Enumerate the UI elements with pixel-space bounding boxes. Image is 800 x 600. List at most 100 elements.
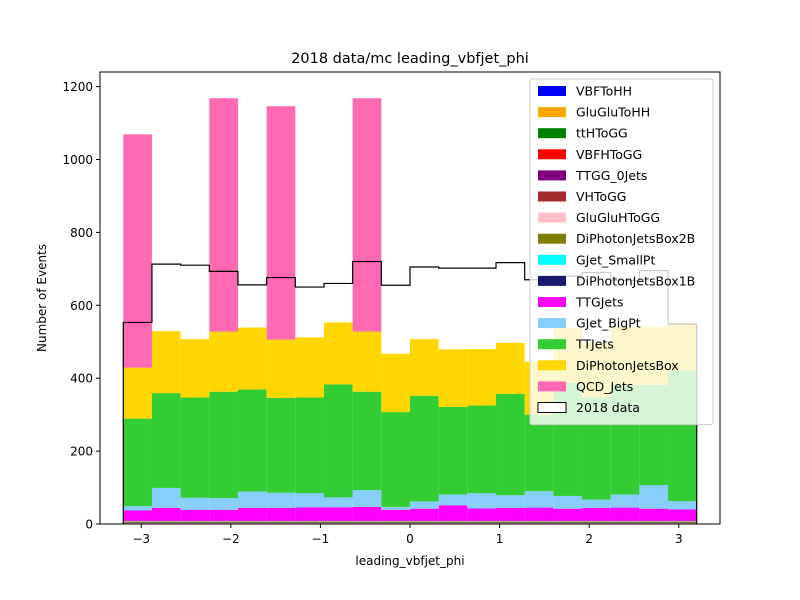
legend-swatch-VHToGG [538,191,566,202]
bar-TTGJets-bin-12 [467,508,497,521]
bar-TTGJets-bin-3 [209,509,238,521]
x-axis: −3 −2 −1 0 1 2 3 [132,524,683,546]
bar-GJet_BigPt-bin-16 [582,499,611,508]
bar-TTGJets-bin-16 [582,507,611,521]
legend-swatch-VBFHToGG [538,149,566,160]
legend-label-ttHToGG: ttHToGG [576,126,628,141]
bar-GJet_BigPt-bin-15 [553,495,583,509]
bar-TTJets-bin-9 [381,412,410,507]
x-axis-label: leading_vbfjet_phi [355,554,464,568]
legend-label-DiPhotonJetsBox2B: DiPhotonJetsBox2B [576,231,695,246]
bar-TTGJets-bin-18 [639,508,669,521]
x-tick-label: −1 [312,532,330,546]
legend-swatch-QCD_Jets [538,381,566,392]
x-tick-label: 3 [675,532,683,546]
y-tick-label: 800 [70,226,93,240]
legend: VBFToHH GluGluToHH ttHToGG VBFHToGG TTGG_0Je… [529,78,714,426]
legend-label-QCD_Jets: QCD_Jets [576,379,633,394]
bar-TTGJets-bin-6 [295,507,324,521]
bar-TTJets-bin-4 [237,389,267,492]
legend-label-DiPhotonJetsBox1B: DiPhotonJetsBox1B [576,273,695,288]
bar-TTJets-bin-12 [467,405,497,494]
bar-TTJets-bin-6 [295,397,324,494]
bar-TTJets-bin-7 [323,384,353,498]
y-tick-label: 200 [70,445,93,459]
bar-DiPhotonJetsBox-bin-8 [352,331,382,392]
bar-QCD_Jets-bin-5 [266,106,296,340]
bar-DiPhotonJetsBox-bin-13 [496,342,525,394]
bar-GJet_BigPt-bin-18 [639,484,669,509]
bar-TTGJets-bin-14 [524,507,554,521]
y-tick-label: 400 [70,372,93,386]
bar-TTJets-bin-13 [496,393,525,496]
bar-GJet_BigPt-bin-3 [209,498,238,510]
bar-TTGJets-bin-9 [381,509,410,521]
legend-label-TTGG_0Jets: TTGG_0Jets [575,168,647,183]
bar-TTJets-bin-2 [180,397,210,498]
legend-swatch-TTGJets [538,297,566,307]
bar-TTJets-bin-3 [209,391,238,499]
legend-label-2018 data: 2018 data [576,400,640,415]
bar-TTJets-bin-11 [438,406,468,495]
bar-QCD_Jets-bin-8 [352,98,382,332]
bar-QCD_Jets-bin-3 [209,98,238,332]
bar-TTGJets-bin-4 [237,507,267,521]
y-tick-label: 1000 [62,153,93,167]
bar-TTJets-bin-0 [123,418,152,507]
x-tick-label: 0 [406,532,414,546]
bar-TTGJets-bin-11 [438,505,468,521]
legend-swatch-GluGluToHH [538,107,566,118]
x-tick-label: 2 [585,532,593,546]
y-axis-label: Number of Events [35,244,49,352]
bar-TTJets-bin-8 [352,391,382,491]
x-tick-label: 1 [496,532,504,546]
legend-swatch-TTGG_0Jets [538,170,566,181]
legend-box [529,78,714,426]
bar-DiPhotonJetsBox-bin-6 [295,337,324,398]
bar-TTGJets-bin-13 [496,507,525,521]
y-tick-label: 600 [70,299,93,313]
bar-DiPhotonJetsBox-bin-0 [123,367,152,419]
bar-TTJets-bin-5 [266,397,296,493]
legend-swatch-GluGluHToGG [538,212,566,223]
bar-TTGJets-bin-2 [180,509,210,521]
legend-swatch-GJet_SmallPt [538,254,566,265]
legend-label-GluGluHToGG: GluGluHToGG [576,210,660,225]
bar-GJet_BigPt-bin-13 [496,495,525,508]
legend-label-TTJets: TTJets [575,337,614,352]
bar-GJet_BigPt-bin-17 [610,494,640,508]
legend-label-VBFToHH: VBFToHH [576,84,632,99]
bar-TTGJets-bin-8 [352,506,382,521]
bar-GJet_BigPt-bin-10 [410,501,439,509]
bar-DiPhotonJetsBox-bin-11 [438,349,468,407]
bar-GJet_BigPt-bin-11 [438,494,468,506]
legend-label-VBFHToGG: VBFHToGG [576,147,642,162]
bar-DiPhotonJetsBox-bin-7 [323,322,353,385]
y-tick-label: 1200 [62,80,93,94]
bar-GJet_BigPt-bin-0 [123,506,152,511]
bar-GJet_BigPt-bin-6 [295,493,324,508]
bar-GJet_BigPt-bin-14 [524,491,554,508]
legend-swatch-ttHToGG [538,128,566,139]
bar-DiPhotonJetsBox-bin-12 [467,349,497,406]
bar-TTJets-bin-14 [524,414,554,492]
x-tick-label: −2 [222,532,240,546]
bar-TTGJets-bin-7 [323,507,353,521]
bar-TTGJets-bin-15 [553,508,583,521]
legend-swatch-GJet_BigPt [538,318,566,329]
legend-label-VHToGG: VHToGG [576,189,626,204]
bar-DiPhotonJetsBox-bin-4 [237,327,267,390]
bar-TTGJets-bin-0 [123,510,152,521]
legend-swatch-DiPhotonJetsBox2B [538,233,566,244]
legend-swatch-VBFToHH [538,86,566,96]
bar-DiPhotonJetsBox-bin-3 [209,331,238,392]
bar-GJet_BigPt-bin-12 [467,493,497,509]
bar-GJet_BigPt-bin-9 [381,506,410,510]
bar-GJet_BigPt-bin-1 [151,487,181,508]
bar-GJet_BigPt-bin-4 [237,491,267,508]
bar-DiPhotonJetsBox-bin-1 [151,331,181,394]
bar-TTGJets-bin-1 [151,507,181,521]
bar-TTJets-bin-10 [410,395,439,502]
legend-label-TTGJets: TTGJets [575,295,624,310]
